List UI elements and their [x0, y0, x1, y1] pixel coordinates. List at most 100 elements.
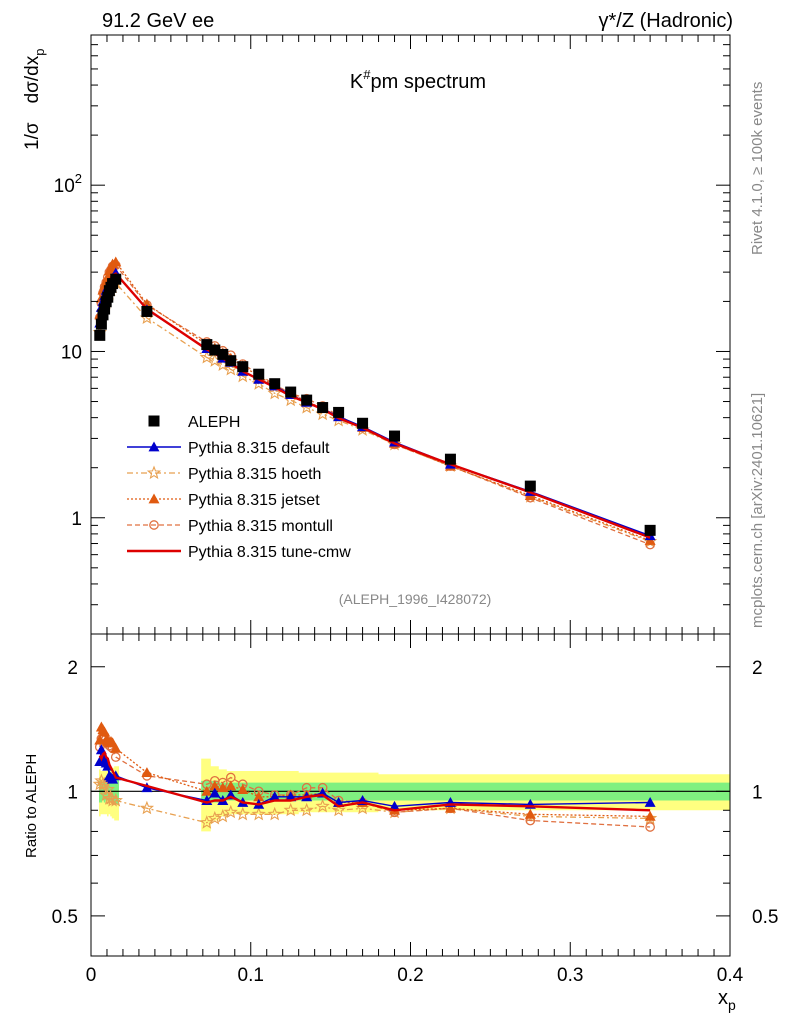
data-point-aleph — [99, 303, 111, 315]
ratio-point-default — [209, 787, 221, 798]
data-point-aleph — [102, 291, 114, 303]
legend-label: Pythia 8.315 montull — [188, 518, 333, 535]
ratio-point-hoeth — [223, 804, 238, 819]
ratio-point-jetset — [141, 767, 153, 777]
legend-label: ALEPH — [188, 414, 240, 431]
ratio-point-default — [389, 800, 401, 811]
legend-label: Pythia 8.315 tune-cmw — [188, 544, 351, 561]
main-x-ticks — [90, 35, 731, 634]
ratio-point-jetset — [99, 726, 111, 737]
ratio-point-jetset — [225, 780, 237, 791]
ratio-data-layer — [91, 721, 730, 832]
data-point-aleph — [285, 386, 297, 398]
ratio-y-tick-label-right: 2 — [752, 658, 763, 679]
x-tick-label: 0.3 — [557, 965, 583, 986]
data-point-aleph — [444, 453, 456, 465]
legend-marker-aleph — [148, 415, 160, 427]
x-axis-label: xp — [718, 987, 736, 1013]
ratio-y-tick-label: 0.5 — [52, 907, 78, 928]
ratio-point-hoeth — [251, 806, 266, 821]
ratio-point-hoeth — [331, 802, 346, 817]
ratio-point-hoeth — [139, 800, 155, 815]
ratio-point-jetset — [209, 780, 221, 791]
ratio-y-tick-label: 1 — [67, 782, 78, 803]
data-point-aleph — [269, 378, 281, 390]
series-line-montull — [99, 264, 651, 546]
x-tick-label: 0.4 — [717, 965, 744, 986]
y-tick-label: 1 — [71, 509, 82, 530]
x-tick-label: 0 — [86, 965, 97, 986]
ratio-point-montull — [645, 822, 655, 832]
ratio-point-hoeth — [215, 808, 230, 823]
data-point-aleph — [253, 368, 265, 380]
legend-label: Pythia 8.315 hoeth — [188, 466, 321, 483]
data-point-aleph — [141, 305, 153, 317]
ratio-y-axis-label: Ratio to ALEPH — [23, 754, 40, 858]
ratio-point-hoeth — [315, 798, 330, 813]
ratio-x-ticks: 0 0.1 0.2 0.3 0.4 — [86, 634, 744, 986]
legend-marker — [146, 465, 162, 480]
ratio-y-tick-label: 2 — [67, 658, 78, 679]
point-jetset — [110, 256, 122, 267]
ratio-point-hoeth — [108, 793, 123, 807]
ratio-line-tune-cmw — [98, 750, 651, 812]
series-line-jetset — [99, 261, 651, 542]
data-point-aleph — [389, 430, 401, 442]
series-line-hoeth — [99, 281, 651, 543]
ratio-point-jetset — [110, 742, 122, 753]
data-point-aleph — [357, 417, 369, 429]
data-point-aleph — [333, 406, 345, 418]
data-point-aleph — [644, 524, 656, 536]
ratio-point-default — [269, 791, 281, 802]
ratio-y-ticks: 0.5 0.5 1 1 2 2 — [52, 658, 778, 957]
chart-title: K#pm spectrum — [350, 67, 486, 93]
main-panel: 1 10 102 K#pm spectrum 1/σ dσ/dxp (ALEPH_1… — [22, 34, 731, 635]
main-data-layer — [92, 256, 658, 550]
legend-label: Pythia 8.315 default — [188, 440, 330, 457]
data-point-aleph — [524, 480, 536, 492]
legend: ALEPH Pythia 8.315 default Pythia 8.315 ho… — [127, 414, 351, 561]
series-line-default — [99, 271, 651, 537]
ratio-point-jetset — [253, 791, 265, 802]
data-point-aleph — [110, 273, 122, 285]
data-point-aleph — [301, 394, 313, 406]
data-point-aleph — [225, 355, 237, 367]
ratio-point-jetset — [644, 810, 656, 821]
data-point-aleph — [217, 348, 229, 360]
mcplots-label: mcplots.cern.ch [arXiv:2401.10621] — [749, 393, 766, 628]
legend-label: Pythia 8.315 jetset — [188, 492, 320, 509]
series-line-tune-cmw — [98, 272, 651, 539]
main-y-ticks: 1 10 102 — [54, 34, 730, 635]
ratio-panel: 0.5 0.51 12 2 0 0.1 0.2 0.3 0.4 Ratio to ALEPH … — [23, 633, 778, 1013]
data-point-aleph — [201, 339, 213, 351]
ratio-point-default — [644, 796, 656, 807]
ratio-point-hoeth — [100, 782, 115, 796]
x-tick-label: 0.1 — [238, 965, 264, 986]
ratio-point-hoeth — [299, 802, 314, 817]
data-point-aleph — [97, 309, 109, 321]
ratio-point-hoeth — [642, 810, 658, 825]
ratio-point-hoeth — [235, 806, 250, 821]
energy-label: 91.2 GeV ee — [102, 10, 214, 32]
ratio-point-jetset — [201, 785, 213, 796]
x-tick-label: 0.2 — [397, 965, 423, 986]
ratio-y-tick-label-right: 1 — [752, 782, 763, 803]
ratio-point-montull — [110, 752, 121, 762]
legend-marker — [148, 493, 160, 504]
data-point-aleph — [94, 329, 106, 341]
process-label: γ*/Z (Hadronic) — [599, 10, 733, 32]
data-point-aleph — [95, 318, 107, 330]
ratio-point-jetset — [444, 802, 456, 813]
y-tick-label: 102 — [54, 171, 82, 197]
legend-marker — [149, 520, 159, 530]
ratio-point-hoeth — [283, 802, 298, 817]
ratio-point-jetset — [237, 784, 249, 794]
main-y-axis-label: 1/σ dσ/dxp — [22, 49, 47, 150]
ratio-point-jetset — [217, 782, 229, 793]
analysis-annotation: (ALEPH_1996_I428072) — [339, 591, 492, 607]
ratio-point-hoeth — [267, 806, 282, 821]
data-point-aleph — [209, 344, 221, 356]
ratio-point-hoeth — [199, 815, 214, 829]
rivet-label: Rivet 4.1.0, ≥ 100k events — [749, 82, 766, 255]
